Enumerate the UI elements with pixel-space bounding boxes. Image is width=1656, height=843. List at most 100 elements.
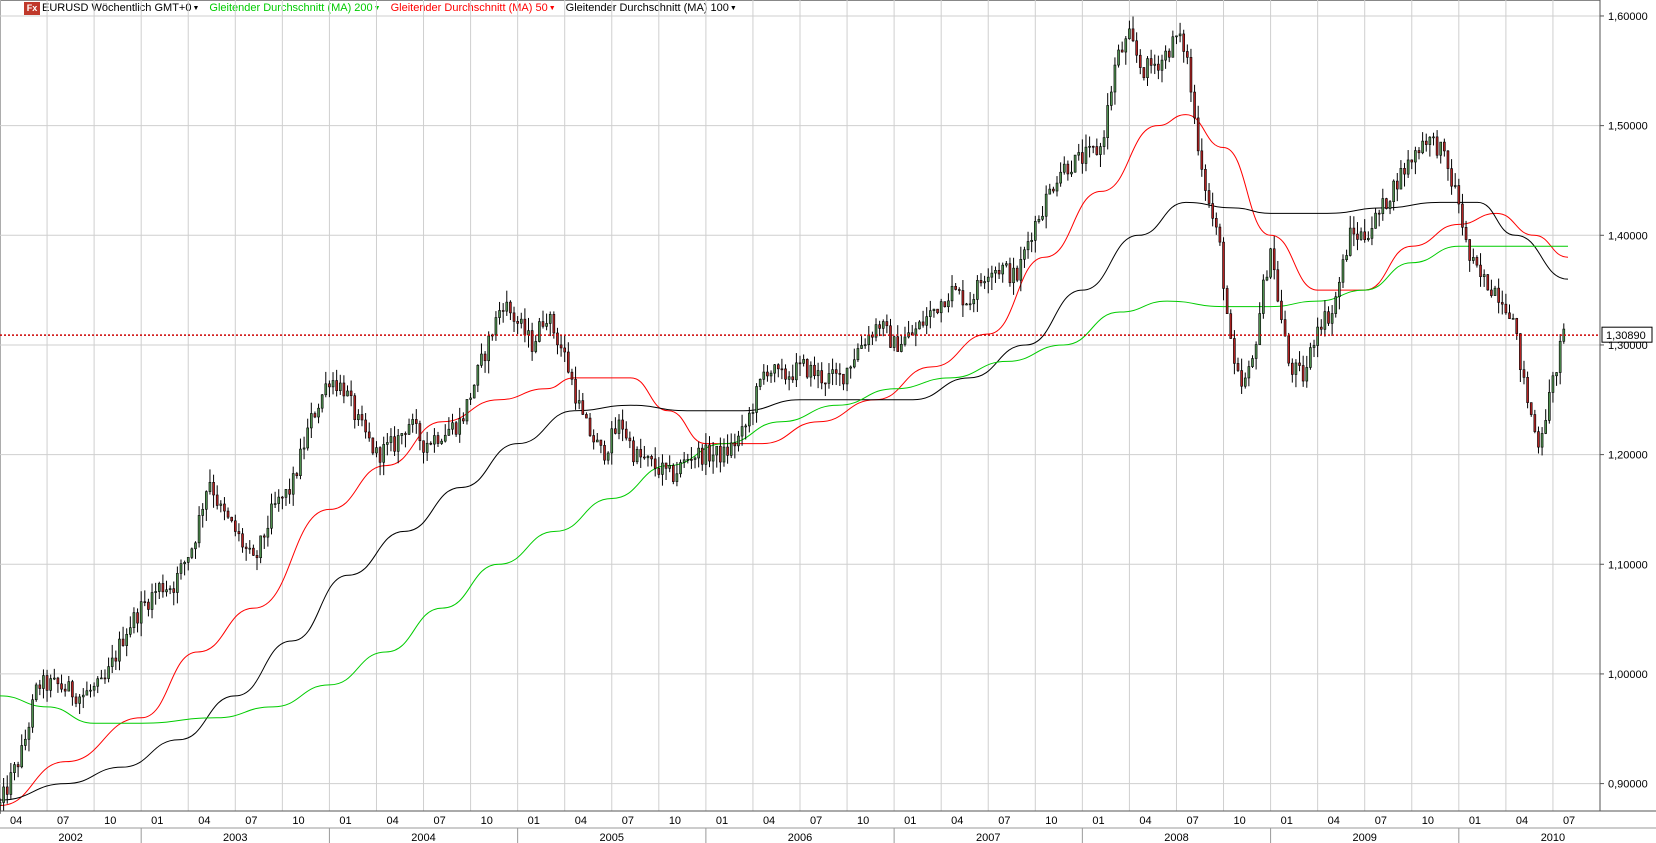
- candle-body: [936, 308, 939, 314]
- candle-body: [346, 390, 349, 397]
- candle-body: [1272, 248, 1276, 271]
- y-tick-label: 1,60000: [1608, 11, 1648, 23]
- candle-body: [480, 353, 483, 366]
- candle-body: [197, 515, 201, 544]
- candle-body: [990, 272, 994, 278]
- candle-body: [328, 383, 331, 388]
- candle-body: [400, 433, 404, 436]
- chevron-down-icon: ▼: [548, 4, 556, 12]
- candle-body: [1258, 313, 1262, 345]
- candle-body: [1486, 274, 1490, 291]
- candle-body: [1529, 402, 1533, 415]
- candle-body: [621, 419, 624, 430]
- candle-body: [715, 445, 719, 456]
- candle-body: [418, 423, 422, 442]
- candle-body: [2, 786, 5, 803]
- candle-body: [1334, 296, 1338, 314]
- candle-body: [889, 325, 892, 348]
- candle-body: [1048, 188, 1052, 195]
- candles: [0, 16, 1566, 814]
- candle-body: [299, 448, 302, 476]
- indicator-ma100-label: Gleitender Durchschnitt (MA) 100: [565, 2, 729, 14]
- candle-body: [994, 270, 997, 274]
- candle-body: [700, 447, 704, 465]
- candle-body: [1243, 377, 1247, 387]
- candle-body: [697, 447, 700, 459]
- candle-body: [212, 482, 215, 496]
- candle-body: [291, 473, 295, 495]
- candle-body: [107, 666, 110, 679]
- candle-body: [139, 601, 143, 624]
- candle-body: [281, 496, 284, 499]
- candle-body: [711, 454, 715, 462]
- candle-body: [244, 546, 248, 549]
- month-tick-label: 01: [1469, 815, 1481, 827]
- candle-body: [939, 301, 943, 314]
- candle-body: [1388, 201, 1392, 209]
- candle-body: [1283, 319, 1287, 337]
- candle-body: [574, 378, 577, 404]
- ma-line: [0, 201, 1569, 801]
- candle-body: [1312, 345, 1316, 348]
- candle-body: [1001, 264, 1005, 275]
- candle-body: [454, 422, 458, 435]
- candle-body: [1558, 340, 1562, 373]
- candle-body: [860, 345, 863, 349]
- candle-body: [762, 371, 766, 380]
- candle-body: [13, 764, 16, 773]
- candle-body: [1229, 313, 1233, 339]
- candle-body: [1204, 169, 1207, 191]
- indicator-ma200[interactable]: Gleitender Durchschnitt (MA) 200 ▼: [209, 2, 380, 14]
- candle-body: [1023, 249, 1026, 260]
- chevron-down-icon: ▼: [373, 4, 381, 12]
- candle-body: [997, 270, 1001, 275]
- candle-body: [813, 364, 816, 377]
- candle-body: [407, 424, 411, 435]
- candle-body: [1254, 344, 1258, 359]
- symbol-label: EURUSD Wöchentlich GMT+0: [42, 2, 192, 14]
- candle-body: [110, 657, 114, 667]
- candle-body: [1316, 326, 1319, 346]
- candle-body: [56, 677, 60, 685]
- candle-body: [436, 435, 440, 444]
- candle-body: [335, 380, 338, 392]
- candle-body: [165, 589, 168, 593]
- candle-body: [606, 452, 610, 461]
- candle-body: [1113, 64, 1117, 93]
- symbol-selector[interactable]: Fx EURUSD Wöchentlich GMT+0 ▼: [24, 1, 199, 15]
- candle-body: [816, 370, 820, 377]
- month-tick-label: 01: [904, 815, 916, 827]
- candle-body: [89, 689, 92, 692]
- candle-body: [103, 677, 107, 680]
- candle-body: [932, 308, 936, 311]
- candle-body: [1037, 218, 1041, 222]
- candle-body: [1359, 231, 1363, 240]
- candle-body: [215, 494, 219, 506]
- candle-body: [483, 353, 487, 362]
- year-label: 2004: [411, 832, 435, 843]
- month-tick-label: 04: [198, 815, 210, 827]
- candle-body: [635, 449, 639, 463]
- candle-body: [1522, 369, 1526, 378]
- candle-body: [628, 437, 632, 442]
- month-tick-label: 10: [104, 815, 116, 827]
- candle-body: [809, 364, 813, 378]
- candle-body: [1472, 257, 1475, 261]
- candle-body: [1193, 91, 1196, 119]
- month-tick-label: 10: [1045, 815, 1057, 827]
- y-tick-label: 1,10000: [1608, 559, 1648, 571]
- indicator-ma100[interactable]: Gleitender Durchschnitt (MA) 100 ▼: [566, 2, 737, 14]
- candle-body: [378, 447, 382, 463]
- year-label: 2003: [223, 832, 247, 843]
- indicator-ma50[interactable]: Gleitender Durchschnitt (MA) 50 ▼: [391, 2, 556, 14]
- candle-body: [1171, 36, 1175, 58]
- candle-body: [1540, 433, 1544, 448]
- candle-body: [63, 688, 67, 692]
- candle-body: [896, 336, 900, 352]
- candle-body: [1417, 150, 1421, 154]
- candle-body: [320, 394, 324, 409]
- candle-body: [852, 359, 856, 368]
- candle-body: [375, 447, 378, 454]
- candle-body: [863, 344, 867, 346]
